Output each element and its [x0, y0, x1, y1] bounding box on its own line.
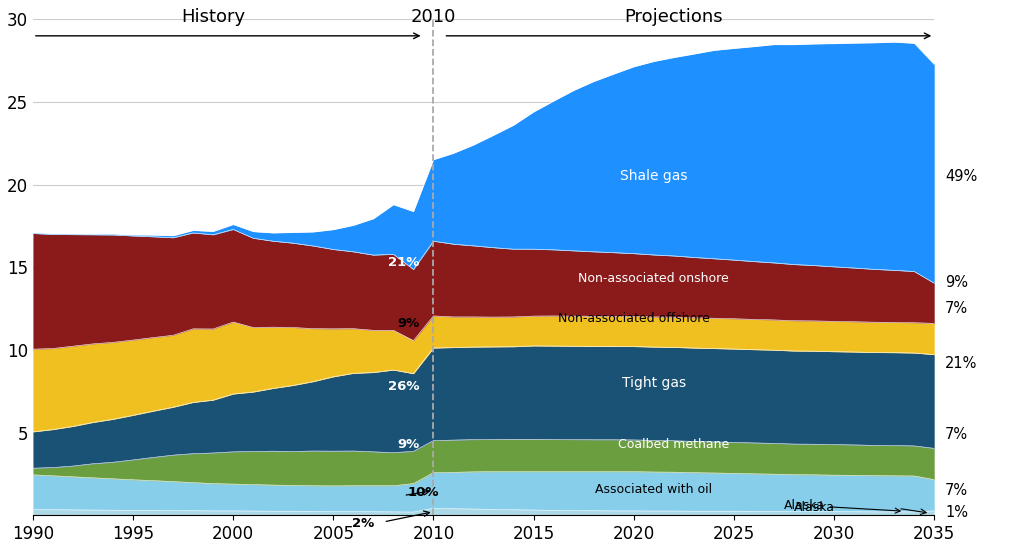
Text: Alaska: Alaska — [783, 499, 900, 513]
Text: Shale gas: Shale gas — [621, 169, 687, 183]
Text: 2010: 2010 — [411, 8, 456, 26]
Text: 10%: 10% — [408, 486, 439, 499]
Text: 9%: 9% — [945, 274, 968, 290]
Text: Non-associated onshore: Non-associated onshore — [579, 272, 729, 285]
Text: Projections: Projections — [625, 8, 723, 26]
Text: 9%: 9% — [397, 317, 420, 330]
Text: 49%: 49% — [945, 169, 977, 184]
Text: Coalbed methane: Coalbed methane — [618, 438, 729, 451]
Text: Non-associated offshore: Non-associated offshore — [558, 312, 710, 325]
Text: 21%: 21% — [388, 256, 420, 269]
Text: 7%: 7% — [945, 301, 968, 316]
Text: 7%: 7% — [945, 483, 968, 498]
Text: Associated with oil: Associated with oil — [595, 483, 713, 496]
Text: Tight gas: Tight gas — [622, 376, 686, 390]
Text: 9%: 9% — [397, 438, 420, 451]
Text: 21%: 21% — [945, 356, 977, 371]
Text: 1%: 1% — [945, 505, 968, 520]
Text: 7%: 7% — [945, 427, 968, 442]
Text: Alaska: Alaska — [794, 502, 835, 514]
Text: History: History — [181, 8, 245, 26]
Text: 2%: 2% — [352, 517, 375, 530]
Text: 26%: 26% — [388, 380, 420, 393]
Text: 23%: 23% — [388, 186, 420, 200]
